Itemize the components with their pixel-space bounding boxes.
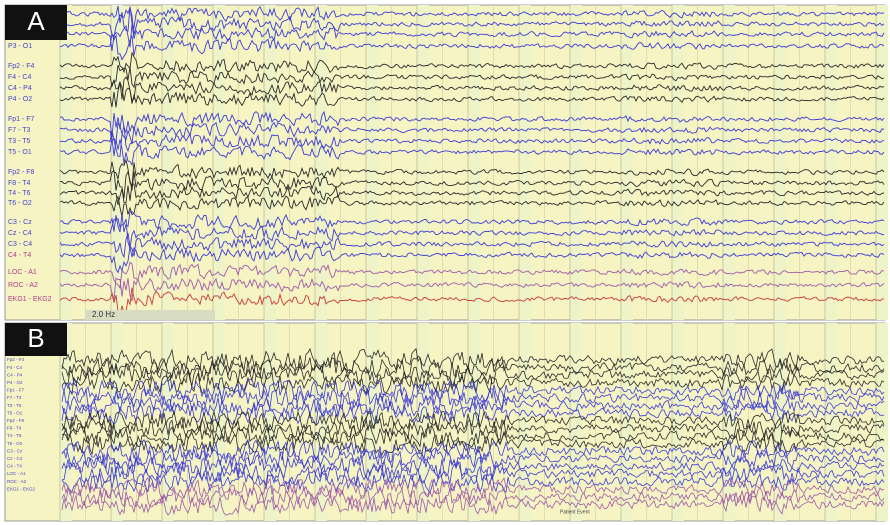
panel-b-background — [5, 323, 885, 521]
grid-band — [570, 5, 582, 320]
grid-band — [621, 5, 633, 320]
channel-label: P3 - O1 — [8, 43, 32, 50]
channel-label: T4 - T6 — [8, 190, 31, 197]
grid-band — [876, 5, 888, 320]
channel-label: C3 - Cz — [7, 448, 23, 453]
channel-label: C4 - T4 — [8, 252, 31, 259]
channel-label: Fp1 - F7 — [8, 116, 35, 123]
grid-band — [315, 5, 327, 320]
channel-label: P4 - O2 — [7, 380, 23, 385]
scale-label: 2.0 Hz — [92, 310, 115, 319]
channel-label: F4 - C4 — [7, 365, 23, 370]
channel-label: C4 - P4 — [8, 85, 32, 92]
panel-b-label: B — [27, 323, 44, 353]
channel-label: T3 - T5 — [7, 403, 22, 408]
channel-label: Cz - C4 — [8, 230, 32, 237]
channel-label: ROC - A2 — [8, 282, 38, 289]
channel-label: C4 - P4 — [7, 372, 23, 377]
panel-a-background — [5, 5, 885, 320]
grid-band — [672, 5, 684, 320]
channel-label: EKG1 - EKG2 — [7, 486, 36, 491]
channel-label: F4 - C4 — [8, 74, 31, 81]
channel-label: T4 - T6 — [7, 433, 22, 438]
channel-label: T5 - O1 — [7, 410, 23, 415]
channel-label: Cz - C4 — [7, 456, 23, 461]
grid-band — [111, 5, 123, 320]
eeg-figure: P3 - O1 Fp2 - F4 F4 - C4 C4 - P4 P4 - O2 Fp1 … — [0, 0, 890, 525]
channel-label: T5 - O1 — [8, 149, 32, 156]
channel-label: Fp2 - F8 — [7, 418, 25, 423]
channel-label: F7 - T3 — [7, 395, 22, 400]
event-label: Patient Event — [560, 509, 590, 515]
channel-label: Fp2 - F4 — [7, 357, 25, 362]
channel-label: LOC - A1 — [7, 471, 26, 476]
channel-label: EKG1 - EKG2 — [8, 296, 52, 303]
channel-label: LOC - A1 — [8, 269, 37, 276]
channel-label: Fp2 - F4 — [8, 63, 35, 70]
page: P3 - O1 Fp2 - F4 F4 - C4 C4 - P4 P4 - O2 Fp1 … — [0, 0, 890, 525]
grid-band — [519, 323, 531, 521]
channel-label: T6 - O2 — [7, 441, 23, 446]
channel-label: C3 - Cz — [8, 219, 32, 226]
channel-label: T3 - T5 — [8, 138, 31, 145]
channel-label: T6 - O2 — [8, 200, 32, 207]
grid-band — [417, 323, 429, 521]
channel-label: F8 - T4 — [8, 180, 31, 187]
channel-label: C3 - C4 — [8, 241, 32, 248]
channel-label: Fp2 - F8 — [8, 169, 35, 176]
grid-band — [876, 323, 888, 521]
channel-label: P4 - O2 — [8, 96, 32, 103]
grid-band — [519, 5, 531, 320]
channel-label: Fp1 - F7 — [7, 388, 25, 393]
grid-band — [570, 323, 582, 521]
channel-label: C4 - T4 — [7, 464, 22, 469]
channel-label: ROC - A2 — [7, 479, 27, 484]
panel-a-label: A — [27, 6, 45, 36]
channel-label: F8 - T4 — [7, 426, 22, 431]
channel-label: F7 - T3 — [8, 127, 31, 134]
grid-band — [468, 5, 480, 320]
